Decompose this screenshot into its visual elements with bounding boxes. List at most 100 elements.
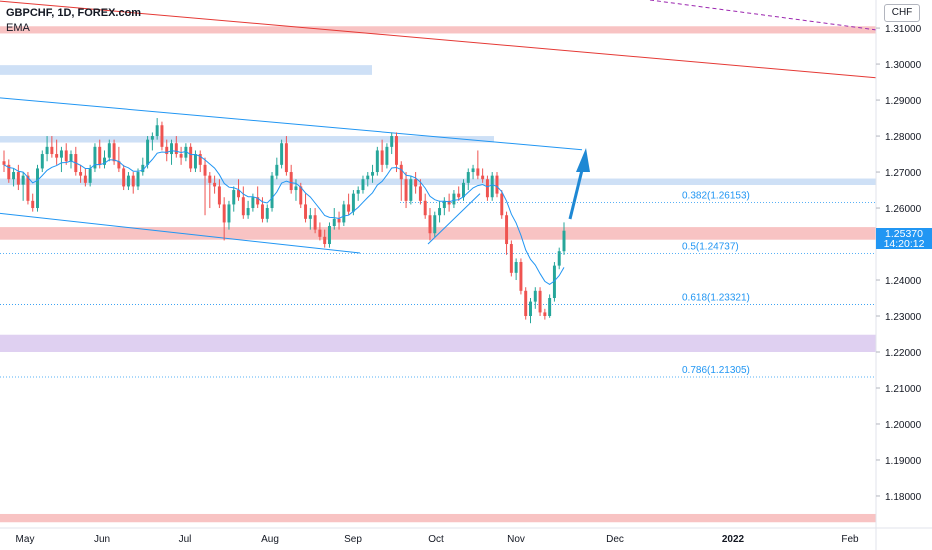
candle (64, 143, 68, 165)
fib-level-label: 0.786(1.21305) (682, 365, 750, 376)
candle (184, 143, 188, 162)
candle (438, 200, 442, 223)
fib-level-label: 0.5(1.24737) (682, 241, 739, 252)
price-tick-label: 1.30000 (885, 60, 922, 71)
price-tick-label: 1.31000 (885, 24, 922, 35)
candle-body (327, 226, 331, 245)
purple-trendline (649, 0, 877, 31)
zone-blue (0, 65, 372, 75)
candle (170, 139, 174, 165)
candle-body (485, 179, 489, 198)
zone-purple (0, 334, 876, 352)
price-tick-label: 1.22000 (885, 348, 922, 359)
candle-body (2, 161, 6, 165)
candle-body (519, 262, 523, 291)
candle-body (351, 193, 355, 212)
candle-body (562, 230, 566, 252)
candle-body (260, 204, 264, 219)
candle-body (294, 186, 298, 191)
candle-body (289, 172, 293, 191)
candle-body (304, 204, 308, 219)
candle (150, 132, 154, 151)
candle-body (299, 186, 303, 205)
candle-body (141, 164, 145, 173)
candle (452, 190, 456, 209)
candle-body (476, 168, 480, 176)
candle (241, 186, 245, 219)
price-tick-label: 1.18000 (885, 492, 922, 503)
candle (275, 157, 279, 180)
candle (337, 211, 341, 230)
support-trendline (427, 193, 481, 245)
candle (385, 143, 389, 169)
last-price-tag: 1.25370 14:20:12 (876, 228, 932, 249)
candle (126, 172, 130, 191)
candle-body (146, 139, 150, 165)
candle-body (337, 218, 341, 223)
candle-body (514, 262, 518, 273)
candle-body (500, 193, 504, 216)
candle (83, 168, 87, 187)
candle-body (36, 168, 39, 209)
candle (117, 146, 121, 173)
candle-body (26, 175, 30, 201)
candle (366, 172, 370, 187)
candle-body (385, 146, 389, 165)
candle-body (462, 182, 465, 198)
candle-body (45, 146, 49, 155)
zone-blue (0, 136, 494, 143)
candle (476, 150, 480, 180)
candle (495, 172, 499, 198)
candle (16, 164, 20, 191)
candle-body (409, 179, 413, 201)
candle (332, 208, 336, 230)
fib-level-label: 0.382(1.26153) (682, 191, 750, 202)
candle (165, 139, 169, 162)
candle-body (529, 301, 532, 317)
candle (208, 172, 212, 209)
candle (256, 186, 260, 209)
candle-body (136, 172, 140, 187)
time-tick-label: 2022 (722, 534, 745, 545)
candle (146, 136, 150, 169)
candle (327, 222, 331, 248)
candle (524, 287, 528, 320)
candle (394, 132, 398, 173)
candle-body (203, 164, 207, 176)
candle (179, 146, 183, 165)
candle (409, 175, 413, 205)
candle (59, 146, 63, 173)
candle (404, 172, 408, 209)
candle-body (126, 175, 130, 187)
price-tick-label: 1.27000 (885, 168, 922, 179)
candle (45, 136, 49, 162)
candle-body (107, 143, 111, 158)
candle (74, 146, 78, 176)
candle-body (371, 172, 375, 176)
candle-body (256, 197, 260, 205)
candle-body (452, 193, 456, 205)
candle (356, 186, 360, 201)
price-tick-label: 1.20000 (885, 420, 922, 431)
symbol-title[interactable]: GBPCHF, 1D, FOREX.com (6, 7, 142, 19)
candle (294, 179, 298, 201)
indicator-label[interactable]: EMA (6, 22, 30, 34)
candle (141, 157, 145, 176)
currency-button[interactable]: CHF (884, 4, 920, 22)
candle (107, 139, 111, 162)
candle (490, 172, 494, 201)
candle-body (466, 172, 470, 183)
candle-body (394, 136, 398, 165)
candle-body (165, 146, 169, 155)
candle-body (342, 204, 346, 223)
candle (533, 287, 537, 309)
candle (217, 179, 221, 209)
candle-body (471, 168, 475, 173)
candle-body (433, 215, 437, 234)
candle-body (280, 143, 284, 165)
candle (318, 222, 322, 241)
candle-body (79, 172, 83, 176)
candle (36, 164, 39, 212)
candle-body (88, 168, 92, 183)
